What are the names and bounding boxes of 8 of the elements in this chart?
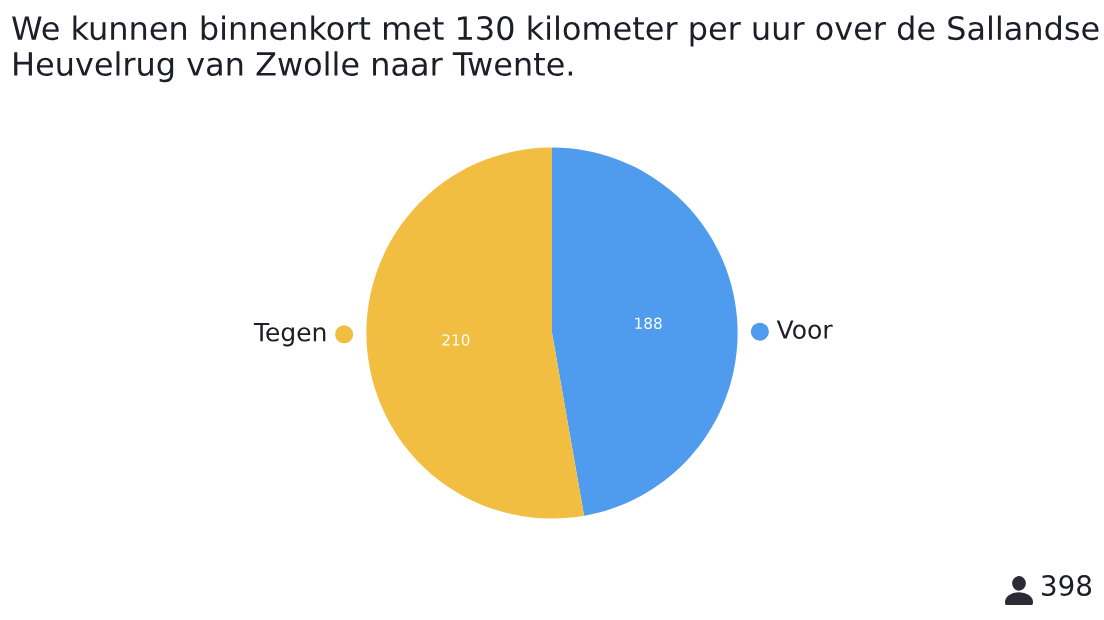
data-label: 210 — [442, 334, 470, 346]
pie-slice — [552, 147, 738, 516]
pie-slice — [366, 147, 585, 519]
data-label: 188 — [635, 317, 662, 330]
slice-label: Tegen — [253, 322, 326, 347]
chart-title: We kunnen binnenkort met 130 kilometer per uur over de Sallandse Heuvelrug van Zwolle naar Twente. — [12, 15, 1099, 83]
text: 398 — [1042, 575, 1092, 597]
legend-label: Voor — [776, 320, 833, 339]
